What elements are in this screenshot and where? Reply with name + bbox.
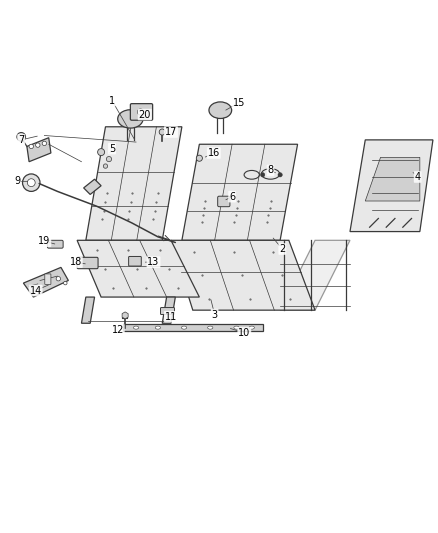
Ellipse shape (134, 326, 139, 329)
Circle shape (106, 157, 112, 161)
Circle shape (103, 164, 108, 168)
Circle shape (27, 179, 35, 187)
Ellipse shape (249, 326, 254, 329)
Text: 8: 8 (268, 165, 274, 175)
Polygon shape (171, 240, 315, 310)
Polygon shape (350, 140, 433, 231)
Ellipse shape (155, 326, 160, 329)
Polygon shape (162, 297, 175, 323)
Polygon shape (280, 240, 350, 310)
Ellipse shape (208, 326, 213, 329)
Text: 19: 19 (38, 236, 50, 246)
Circle shape (35, 143, 40, 147)
Text: 16: 16 (208, 148, 220, 158)
Text: 3: 3 (212, 310, 218, 319)
Text: 11: 11 (165, 312, 177, 322)
Polygon shape (123, 324, 263, 331)
Ellipse shape (209, 102, 232, 118)
FancyBboxPatch shape (45, 274, 51, 285)
Ellipse shape (118, 110, 143, 128)
Text: 6: 6 (229, 192, 235, 201)
Text: 14: 14 (29, 286, 42, 295)
Polygon shape (365, 157, 420, 201)
Polygon shape (84, 179, 101, 195)
Text: 12: 12 (112, 325, 124, 335)
Text: 18: 18 (70, 257, 82, 267)
Circle shape (98, 149, 105, 156)
Circle shape (196, 155, 202, 161)
Circle shape (29, 144, 33, 149)
Circle shape (159, 129, 165, 135)
Polygon shape (86, 127, 182, 240)
Circle shape (22, 174, 40, 191)
Circle shape (56, 277, 60, 281)
Circle shape (64, 281, 67, 285)
FancyBboxPatch shape (160, 308, 174, 314)
Text: 7: 7 (18, 135, 25, 145)
Circle shape (138, 109, 144, 115)
FancyBboxPatch shape (77, 257, 98, 269)
Text: 20: 20 (138, 110, 151, 119)
FancyBboxPatch shape (131, 103, 152, 120)
Text: 4: 4 (415, 172, 421, 182)
Text: 1: 1 (109, 95, 115, 106)
Circle shape (17, 133, 25, 141)
Text: 5: 5 (109, 143, 115, 154)
Circle shape (261, 173, 265, 177)
Polygon shape (27, 138, 51, 161)
Text: 17: 17 (165, 127, 177, 137)
Polygon shape (23, 268, 68, 297)
Circle shape (42, 141, 46, 146)
Polygon shape (182, 144, 297, 240)
Text: 13: 13 (147, 257, 159, 267)
Text: 9: 9 (14, 176, 20, 187)
Ellipse shape (181, 326, 187, 329)
Polygon shape (81, 297, 95, 323)
Polygon shape (77, 240, 199, 297)
Circle shape (278, 173, 283, 177)
Text: 10: 10 (238, 328, 251, 338)
Ellipse shape (234, 326, 239, 329)
FancyBboxPatch shape (129, 256, 141, 266)
Text: 2: 2 (279, 244, 286, 254)
Text: 15: 15 (233, 98, 245, 108)
FancyBboxPatch shape (218, 196, 230, 207)
FancyBboxPatch shape (47, 240, 63, 248)
